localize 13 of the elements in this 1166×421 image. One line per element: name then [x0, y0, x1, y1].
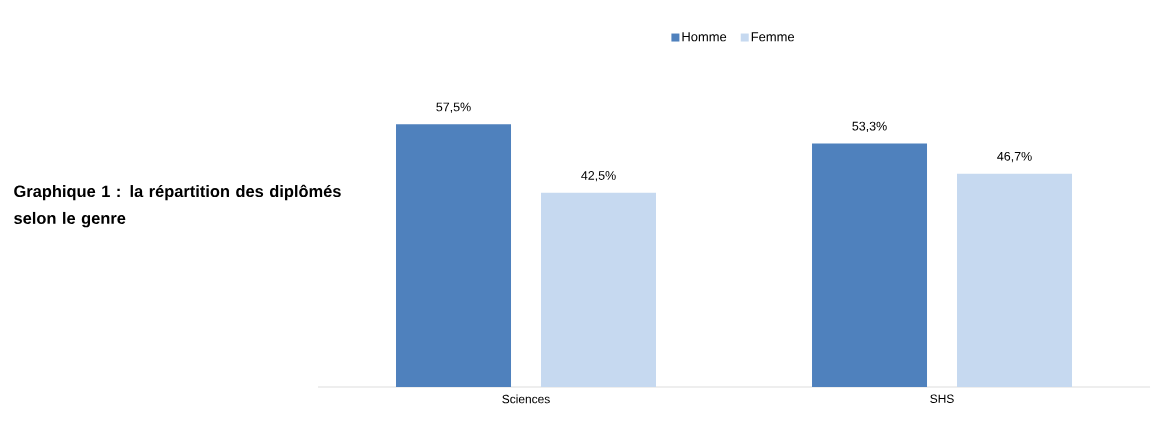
legend-label: Femme	[751, 32, 795, 42]
bar	[812, 143, 928, 387]
x-tick-label: SHS	[930, 394, 954, 403]
legend-label: Homme	[682, 32, 727, 42]
bar	[541, 192, 657, 387]
data-label: 53,3%	[852, 121, 887, 133]
data-label: 42,5%	[581, 171, 616, 182]
bar	[396, 124, 512, 387]
text: Graphique 1 : la répartition des diplômés selon le genre	[14, 184, 341, 228]
x-tick-label: Sciences	[502, 394, 550, 404]
data-label: 46,7%	[997, 151, 1032, 163]
data-label: 57,5%	[436, 102, 471, 113]
bar	[957, 173, 1073, 387]
